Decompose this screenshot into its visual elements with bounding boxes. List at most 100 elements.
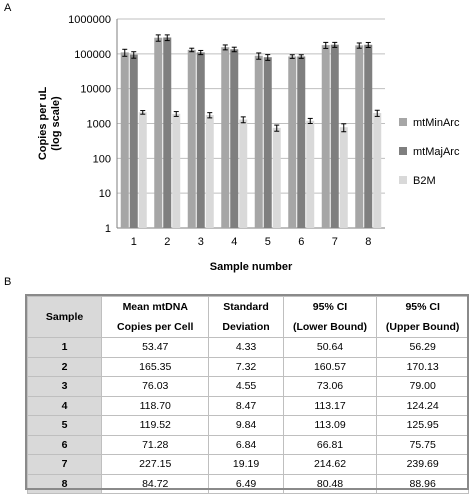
bar bbox=[263, 57, 272, 229]
y-tick-label: 1000 bbox=[87, 119, 111, 131]
column-header: Sample bbox=[26, 296, 103, 338]
value-cell: 227.15 bbox=[101, 454, 210, 475]
value-cell: 239.69 bbox=[376, 454, 469, 475]
table-header-row: Sample Mean mtDNA Copies per Cell Standard D… bbox=[26, 296, 469, 338]
value-cell: 6.49 bbox=[208, 473, 284, 494]
bar bbox=[355, 45, 364, 228]
value-cell: 50.64 bbox=[282, 337, 378, 358]
value-cell: 84.72 bbox=[101, 473, 210, 494]
bar bbox=[321, 45, 330, 229]
bar bbox=[129, 54, 138, 228]
value-cell: 118.70 bbox=[101, 395, 210, 416]
table-row: 5 119.52 9.84 113.09 125.95 bbox=[26, 415, 469, 436]
x-axis-title: Sample number bbox=[210, 261, 293, 273]
bar bbox=[364, 44, 373, 228]
table-row: 1 53.47 4.33 50.64 56.29 bbox=[26, 337, 469, 358]
bar bbox=[330, 44, 339, 229]
x-tick-label: 4 bbox=[231, 236, 237, 248]
bar bbox=[221, 47, 230, 228]
table-row: 2 165.35 7.32 160.57 170.13 bbox=[26, 356, 469, 377]
panel-label-a: A bbox=[4, 2, 12, 14]
value-cell: 66.81 bbox=[282, 434, 378, 455]
x-tick-label: 3 bbox=[198, 236, 204, 248]
value-cell: 8.47 bbox=[208, 395, 284, 416]
value-cell: 125.95 bbox=[376, 415, 469, 436]
bar bbox=[339, 127, 348, 228]
bar bbox=[138, 112, 147, 228]
sample-cell: 3 bbox=[26, 376, 103, 397]
bar bbox=[120, 52, 129, 229]
value-cell: 75.75 bbox=[376, 434, 469, 455]
x-tick-label: 7 bbox=[332, 236, 338, 248]
sample-cell: 7 bbox=[26, 454, 103, 475]
sample-cell: 4 bbox=[26, 395, 103, 416]
y-tick-label: 100000 bbox=[74, 49, 111, 61]
column-header: Mean mtDNA Copies per Cell bbox=[101, 296, 210, 338]
value-cell: 56.29 bbox=[376, 337, 469, 358]
x-tick-label: 6 bbox=[298, 236, 304, 248]
bar bbox=[154, 37, 163, 228]
sample-cell: 2 bbox=[26, 356, 103, 377]
table-row: 4 118.70 8.47 113.17 124.24 bbox=[26, 395, 469, 416]
value-cell: 19.19 bbox=[208, 454, 284, 475]
bar bbox=[172, 113, 181, 228]
value-cell: 79.00 bbox=[376, 376, 469, 397]
sample-cell: 6 bbox=[26, 434, 103, 455]
column-header-text: 95% CI bbox=[405, 301, 440, 313]
column-header: 95% CI (Upper Bound) bbox=[376, 296, 469, 338]
column-header: 95% CI (Lower Bound) bbox=[282, 296, 378, 338]
table-row: 3 76.03 4.55 73.06 79.00 bbox=[26, 376, 469, 397]
legend-swatch bbox=[399, 118, 407, 126]
bar bbox=[239, 119, 248, 228]
column-header-text: Copies per Cell bbox=[117, 321, 194, 333]
legend-label: B2M bbox=[413, 175, 436, 187]
value-cell: 4.55 bbox=[208, 376, 284, 397]
bar bbox=[163, 37, 172, 228]
sample-cell: 5 bbox=[26, 415, 103, 436]
x-tick-label: 8 bbox=[365, 236, 371, 248]
value-cell: 76.03 bbox=[101, 376, 210, 397]
column-header-text: Sample bbox=[45, 311, 84, 323]
bar bbox=[254, 55, 263, 229]
value-cell: 88.96 bbox=[376, 473, 469, 494]
value-cell: 160.57 bbox=[282, 356, 378, 377]
value-cell: 124.24 bbox=[376, 395, 469, 416]
value-cell: 170.13 bbox=[376, 356, 469, 377]
bar bbox=[205, 115, 214, 228]
value-cell: 73.06 bbox=[282, 376, 378, 397]
y-tick-label: 10000 bbox=[80, 84, 111, 96]
x-tick-label: 5 bbox=[265, 236, 271, 248]
bar-chart: 1 10 100 1000 10000 100000 1000000 1 2 3 4 5 6 7 8 Samp… bbox=[37, 14, 460, 273]
y-axis-title-line: Copies per uL bbox=[37, 87, 49, 161]
bar bbox=[230, 49, 239, 229]
column-header-text: Standard bbox=[223, 301, 269, 313]
column-header-text: Deviation bbox=[222, 321, 270, 333]
table-body: 1 53.47 4.33 50.64 56.29 2 165.35 7.32 160.57 170… bbox=[26, 337, 469, 494]
value-cell: 71.28 bbox=[101, 434, 210, 455]
legend-swatch bbox=[399, 147, 407, 155]
bar bbox=[297, 56, 306, 228]
column-header-text: 95% CI bbox=[312, 301, 348, 313]
y-tick-label: 1 bbox=[105, 223, 111, 235]
legend-swatch bbox=[399, 176, 407, 184]
y-axis-title: Copies per uL(log scale) bbox=[37, 87, 62, 161]
value-cell: 4.33 bbox=[208, 337, 284, 358]
value-cell: 214.62 bbox=[282, 454, 378, 475]
value-cell: 113.09 bbox=[282, 415, 378, 436]
value-cell: 113.17 bbox=[282, 395, 378, 416]
value-cell: 7.32 bbox=[208, 356, 284, 377]
value-cell: 119.52 bbox=[101, 415, 210, 436]
table-row: 6 71.28 6.84 66.81 75.75 bbox=[26, 434, 469, 455]
column-header: Standard Deviation bbox=[208, 296, 284, 338]
x-tick-label: 2 bbox=[164, 236, 170, 248]
table-row: 7 227.15 19.19 214.62 239.69 bbox=[26, 454, 469, 475]
stats-table: Sample Mean mtDNA Copies per Cell Standard D… bbox=[26, 296, 469, 494]
bar bbox=[187, 49, 196, 229]
y-tick-label: 100 bbox=[93, 153, 111, 165]
bar bbox=[373, 113, 382, 228]
sample-cell: 1 bbox=[26, 337, 103, 358]
table-row: 8 84.72 6.49 80.48 88.96 bbox=[26, 473, 469, 494]
y-tick-label: 1000000 bbox=[68, 14, 111, 26]
bar bbox=[288, 56, 297, 228]
value-cell: 165.35 bbox=[101, 356, 210, 377]
